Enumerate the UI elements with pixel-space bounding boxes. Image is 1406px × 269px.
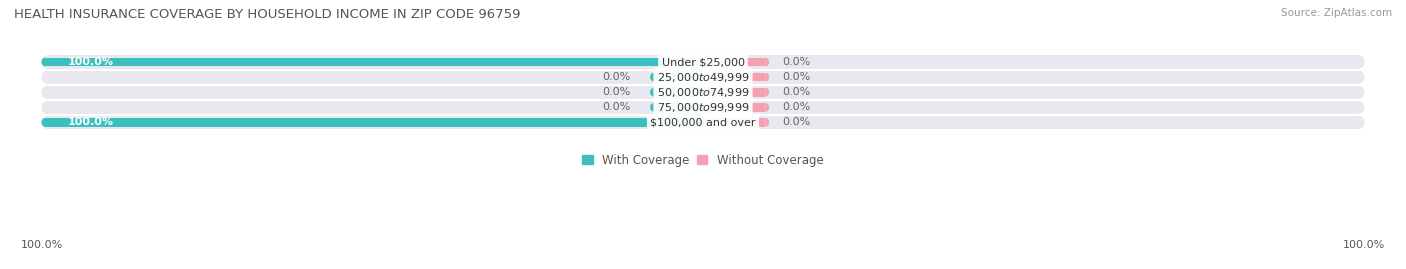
Bar bbox=[48, 101, 1358, 114]
Wedge shape bbox=[41, 70, 48, 84]
Wedge shape bbox=[41, 55, 48, 69]
Wedge shape bbox=[41, 86, 48, 99]
Text: 0.0%: 0.0% bbox=[782, 72, 811, 82]
Wedge shape bbox=[41, 101, 48, 114]
Wedge shape bbox=[703, 73, 707, 82]
Wedge shape bbox=[699, 88, 703, 97]
Bar bbox=[48, 86, 1358, 99]
Bar bbox=[45, 58, 699, 66]
Text: $25,000 to $49,999: $25,000 to $49,999 bbox=[657, 71, 749, 84]
Text: 100.0%: 100.0% bbox=[67, 117, 114, 127]
Text: 0.0%: 0.0% bbox=[782, 57, 811, 67]
Text: $50,000 to $74,999: $50,000 to $74,999 bbox=[657, 86, 749, 99]
Wedge shape bbox=[1358, 116, 1365, 129]
Bar bbox=[707, 118, 765, 127]
Bar bbox=[48, 55, 1358, 69]
Wedge shape bbox=[765, 58, 769, 66]
Wedge shape bbox=[703, 58, 707, 66]
Wedge shape bbox=[765, 103, 769, 112]
Wedge shape bbox=[650, 88, 654, 97]
Text: Source: ZipAtlas.com: Source: ZipAtlas.com bbox=[1281, 8, 1392, 18]
Wedge shape bbox=[650, 103, 654, 112]
Wedge shape bbox=[1358, 86, 1365, 99]
Wedge shape bbox=[41, 58, 45, 66]
Bar bbox=[707, 103, 765, 112]
Wedge shape bbox=[1358, 70, 1365, 84]
Text: 0.0%: 0.0% bbox=[782, 117, 811, 127]
Wedge shape bbox=[41, 118, 45, 127]
Wedge shape bbox=[650, 73, 654, 82]
Text: 100.0%: 100.0% bbox=[67, 57, 114, 67]
Text: 100.0%: 100.0% bbox=[21, 240, 63, 250]
Wedge shape bbox=[699, 58, 703, 66]
Bar bbox=[654, 88, 699, 97]
Bar bbox=[707, 73, 765, 82]
Wedge shape bbox=[1358, 55, 1365, 69]
Text: 0.0%: 0.0% bbox=[602, 87, 630, 97]
Wedge shape bbox=[765, 73, 769, 82]
Text: 0.0%: 0.0% bbox=[602, 102, 630, 112]
Wedge shape bbox=[765, 118, 769, 127]
Wedge shape bbox=[699, 118, 703, 127]
Bar bbox=[654, 103, 699, 112]
Wedge shape bbox=[703, 103, 707, 112]
Wedge shape bbox=[765, 88, 769, 97]
Bar bbox=[654, 73, 699, 82]
Text: 0.0%: 0.0% bbox=[782, 102, 811, 112]
Text: 0.0%: 0.0% bbox=[782, 87, 811, 97]
Bar bbox=[48, 70, 1358, 84]
Text: 0.0%: 0.0% bbox=[602, 72, 630, 82]
Legend: With Coverage, Without Coverage: With Coverage, Without Coverage bbox=[582, 154, 824, 167]
Text: HEALTH INSURANCE COVERAGE BY HOUSEHOLD INCOME IN ZIP CODE 96759: HEALTH INSURANCE COVERAGE BY HOUSEHOLD I… bbox=[14, 8, 520, 21]
Text: 100.0%: 100.0% bbox=[1343, 240, 1385, 250]
Text: $75,000 to $99,999: $75,000 to $99,999 bbox=[657, 101, 749, 114]
Wedge shape bbox=[703, 118, 707, 127]
Bar bbox=[707, 58, 765, 66]
Wedge shape bbox=[1358, 101, 1365, 114]
Wedge shape bbox=[703, 88, 707, 97]
Bar bbox=[45, 118, 699, 127]
Bar bbox=[707, 88, 765, 97]
Wedge shape bbox=[699, 103, 703, 112]
Text: Under $25,000: Under $25,000 bbox=[661, 57, 745, 67]
Wedge shape bbox=[41, 116, 48, 129]
Wedge shape bbox=[699, 73, 703, 82]
Text: $100,000 and over: $100,000 and over bbox=[650, 117, 756, 127]
Bar bbox=[48, 116, 1358, 129]
